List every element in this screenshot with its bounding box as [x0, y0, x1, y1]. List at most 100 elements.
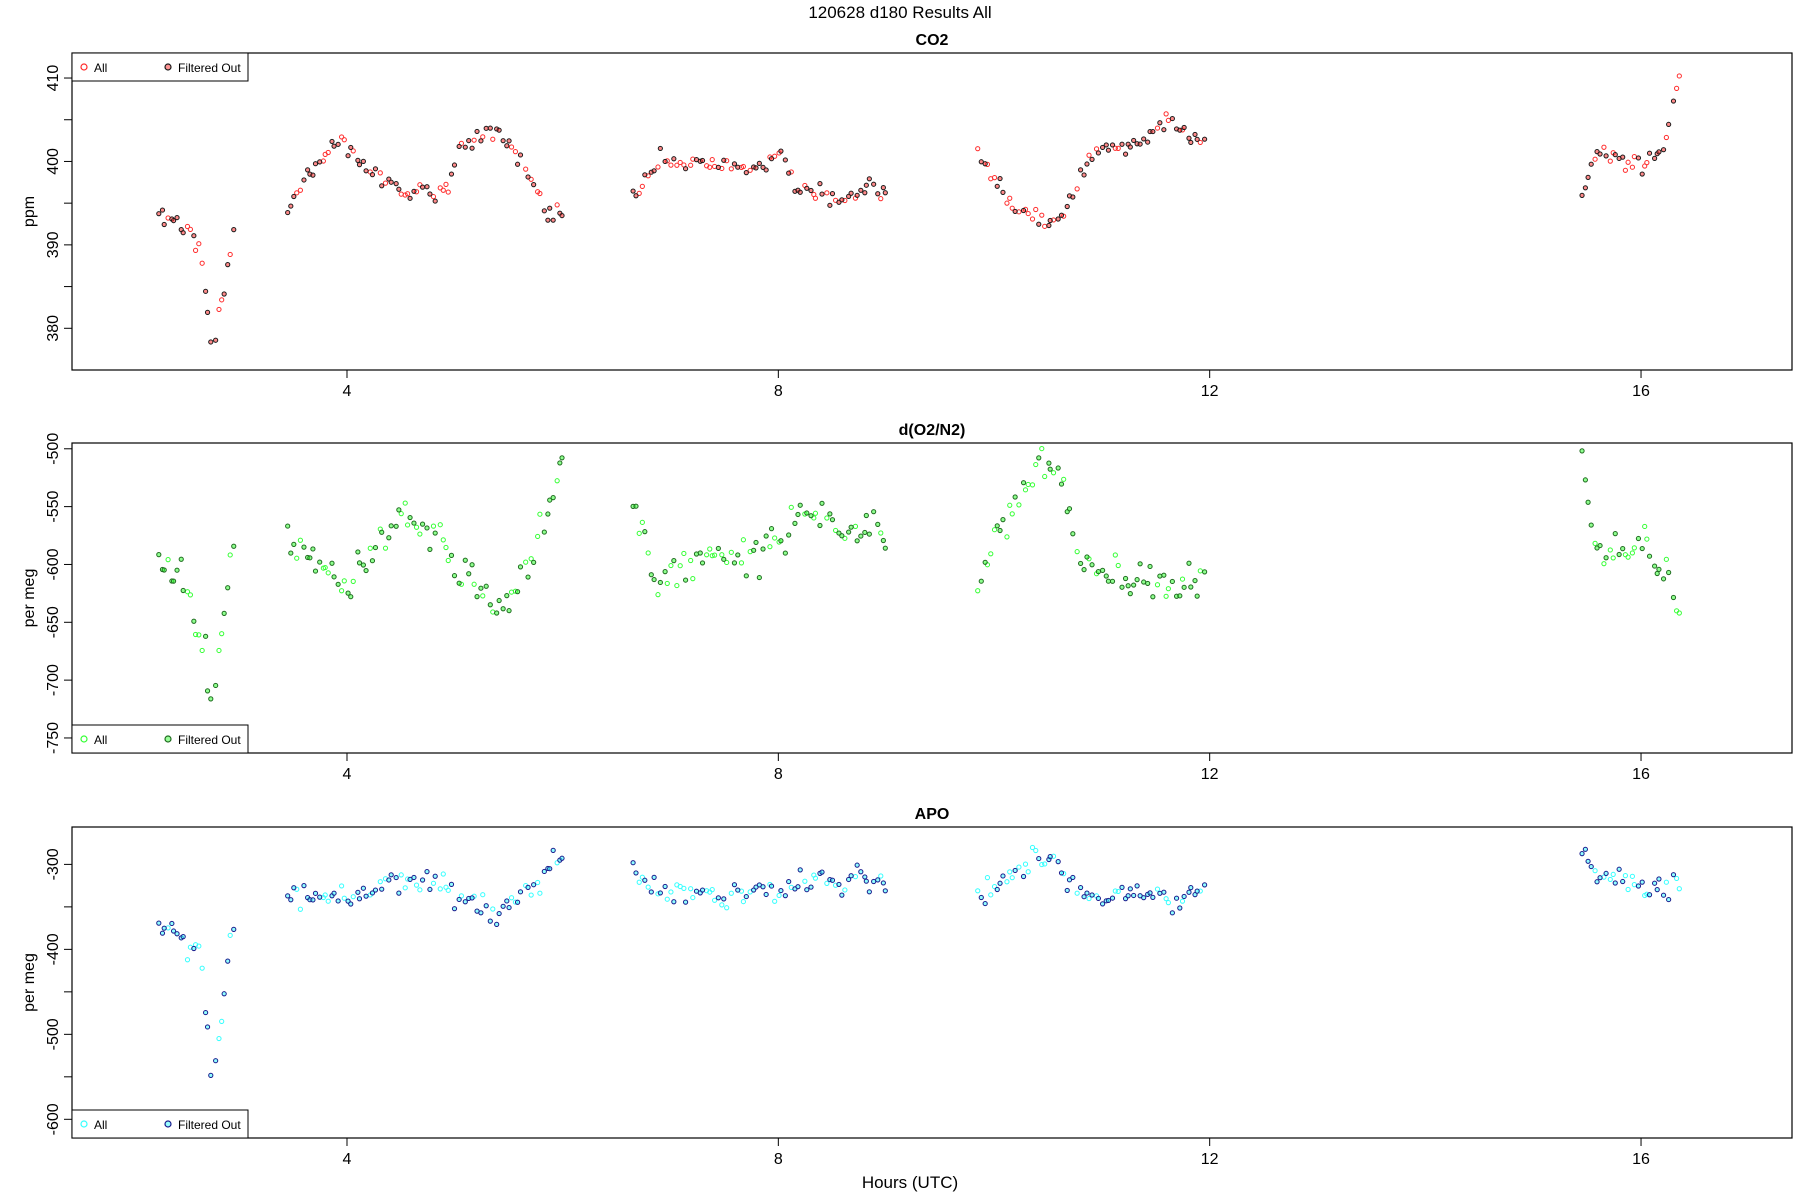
data-point-all [690, 894, 696, 901]
data-point-all [1025, 210, 1031, 217]
y-tick-label: -650 [45, 606, 62, 638]
data-point-all [707, 546, 713, 552]
data-point-filtered [875, 191, 881, 197]
data-point-all [1093, 146, 1100, 152]
data-point-filtered [1646, 892, 1653, 898]
data-point-filtered [1099, 901, 1106, 907]
data-point-filtered [1047, 217, 1053, 224]
data-point-filtered [204, 309, 211, 315]
data-point-filtered [662, 883, 668, 890]
data-point-all [681, 885, 687, 891]
data-point-all [1007, 195, 1013, 201]
data-point-filtered [1161, 127, 1167, 133]
data-point-filtered [1646, 553, 1653, 559]
data-point-filtered [753, 165, 759, 171]
data-point-all [480, 134, 486, 140]
data-point-all [1050, 470, 1057, 476]
data-point-filtered [1070, 874, 1076, 881]
data-point-filtered [355, 889, 361, 895]
data-point-all [294, 190, 300, 196]
data-point-filtered [862, 529, 868, 536]
data-point-filtered [372, 887, 379, 893]
data-point-all [523, 166, 529, 172]
data-point-all [440, 871, 446, 877]
data-point-all [878, 873, 884, 879]
data-point-filtered [411, 188, 417, 194]
data-point-filtered [448, 552, 455, 558]
data-point-filtered [348, 144, 354, 151]
data-point-all [398, 872, 404, 878]
data-point-filtered [1169, 578, 1175, 585]
data-point-all [1610, 555, 1616, 561]
data-point-all [704, 552, 710, 558]
data-point-all [350, 578, 356, 584]
data-point-filtered [1620, 878, 1626, 885]
data-point-filtered [839, 892, 845, 898]
data-point-all [740, 537, 746, 543]
data-point-all [724, 559, 730, 566]
data-point-filtered [547, 497, 553, 503]
data-point-all [227, 552, 233, 558]
data-point-all [196, 241, 202, 247]
y-tick-label: -600 [45, 1103, 62, 1135]
legend-label-filtered: Filtered Out [178, 733, 241, 747]
legend-marker-filtered [164, 63, 172, 71]
data-point-filtered [388, 523, 394, 529]
data-point-filtered [161, 221, 167, 228]
data-point-all [1592, 868, 1598, 874]
data-point-all [1115, 888, 1121, 895]
data-point-all [1631, 882, 1637, 888]
data-point-filtered [159, 930, 166, 936]
data-point-filtered [180, 587, 186, 594]
data-point-filtered [848, 524, 854, 530]
data-point-filtered [355, 157, 361, 163]
data-point-filtered [1131, 137, 1137, 144]
data-point-filtered [630, 860, 636, 866]
data-point-all [1025, 481, 1031, 488]
data-point-filtered [782, 893, 788, 899]
data-point-all [192, 247, 199, 253]
data-point-filtered [1660, 576, 1667, 582]
data-point-all [184, 223, 191, 230]
data-point-filtered [504, 143, 510, 149]
data-point-all [824, 190, 830, 196]
data-point-filtered [1099, 567, 1106, 573]
data-point-filtered [312, 568, 319, 574]
data-point-filtered [514, 161, 521, 167]
data-point-filtered [317, 159, 323, 165]
data-point-filtered [1186, 135, 1192, 141]
data-point-all [443, 544, 449, 551]
data-point-filtered [356, 162, 363, 168]
data-point-filtered [763, 167, 769, 173]
data-point-filtered [393, 874, 399, 881]
data-point-filtered [525, 574, 531, 580]
data-point-filtered [1127, 886, 1133, 892]
data-point-filtered [174, 567, 180, 573]
data-point-filtered [1119, 141, 1125, 147]
data-point-filtered [735, 552, 741, 558]
data-point-filtered [763, 533, 769, 539]
data-point-all [184, 957, 191, 963]
data-point-filtered [331, 890, 337, 896]
data-point-all [1025, 869, 1031, 875]
data-point-filtered [1660, 147, 1667, 153]
data-point-all [842, 535, 848, 541]
data-point-filtered [1150, 894, 1156, 900]
data-point-filtered [836, 881, 842, 888]
data-point-filtered [1169, 910, 1175, 916]
data-point-filtered [1147, 890, 1153, 896]
data-point-filtered [456, 143, 462, 150]
data-point-filtered [880, 185, 886, 191]
data-point-all [471, 581, 477, 587]
data-point-filtered [1077, 884, 1084, 891]
data-point-all [668, 889, 674, 895]
data-point-all [636, 879, 642, 885]
y-axis-label: per meg [21, 569, 38, 628]
data-point-filtered [1046, 222, 1052, 229]
data-point-all [668, 562, 674, 569]
data-point-all [1622, 552, 1628, 558]
data-point-filtered [978, 159, 984, 165]
data-point-filtered [1064, 887, 1070, 894]
data-point-filtered [808, 513, 814, 519]
